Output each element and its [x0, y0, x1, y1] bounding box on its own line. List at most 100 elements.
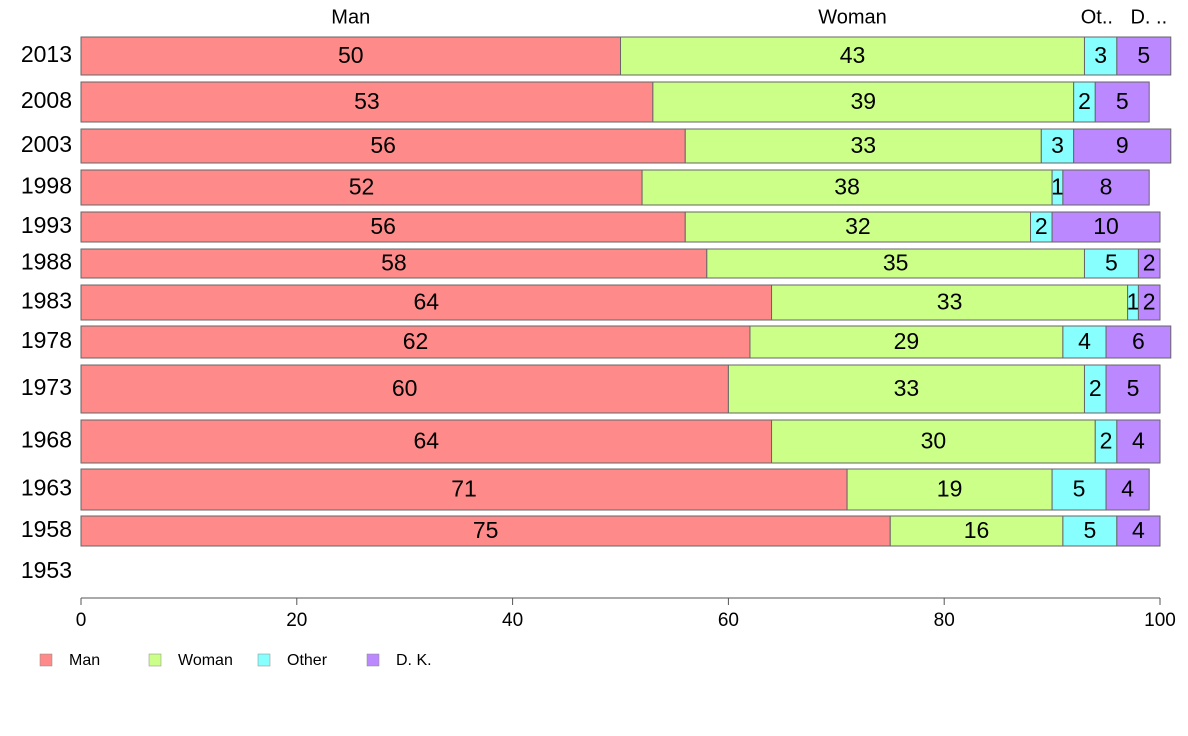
- value-label-2013-woman: 43: [840, 42, 866, 68]
- bar-1978-man: [80, 325, 751, 359]
- category-label-1973: 1973: [21, 374, 72, 400]
- value-label-2013-d-k-: 5: [1137, 42, 1150, 68]
- value-label-1958-man: 75: [473, 517, 499, 543]
- value-label-2003-d-k-: 9: [1116, 132, 1129, 158]
- top-label-1: Woman: [818, 6, 887, 28]
- category-label-1993: 1993: [21, 212, 72, 238]
- value-label-1998-woman: 38: [834, 174, 860, 200]
- x-tick-label-60: 60: [718, 610, 739, 631]
- legend-label-d-k-: D. K.: [396, 652, 432, 669]
- bar-1988-d-k-: [1137, 248, 1161, 279]
- value-label-1983-man: 64: [413, 289, 439, 315]
- value-label-2008-d-k-: 5: [1116, 88, 1129, 114]
- value-label-1963-d-k-: 4: [1121, 476, 1134, 502]
- category-label-2013: 2013: [21, 41, 72, 67]
- category-label-1978: 1978: [21, 327, 72, 353]
- value-label-1973-other: 2: [1089, 375, 1102, 401]
- value-label-1998-other: 1: [1051, 174, 1064, 200]
- legend-swatch-other: [257, 653, 271, 667]
- value-label-2003-woman: 33: [850, 132, 876, 158]
- value-label-1988-woman: 35: [883, 250, 909, 276]
- bar-1958-d-k-: [1116, 515, 1161, 547]
- bar-1973-woman: [727, 364, 1085, 414]
- category-label-1953: 1953: [21, 557, 72, 583]
- category-label-1963: 1963: [21, 475, 72, 501]
- x-tick-label-20: 20: [286, 610, 307, 631]
- value-label-1958-woman: 16: [964, 517, 990, 543]
- value-label-1973-d-k-: 5: [1127, 375, 1140, 401]
- bar-2008-d-k-: [1094, 81, 1150, 123]
- bar-2003-d-k-: [1073, 128, 1172, 164]
- value-label-2003-other: 3: [1051, 132, 1064, 158]
- legend-swatch-man: [39, 653, 53, 667]
- bar-1998-d-k-: [1062, 169, 1150, 206]
- bar-2003-woman: [684, 128, 1042, 164]
- bar-1963-man: [80, 468, 848, 511]
- value-label-1958-other: 5: [1083, 517, 1096, 543]
- value-label-1963-man: 71: [451, 476, 477, 502]
- legend-label-woman: Woman: [178, 652, 233, 669]
- value-label-1968-woman: 30: [921, 428, 947, 454]
- value-label-1968-d-k-: 4: [1132, 428, 1145, 454]
- value-label-1963-woman: 19: [937, 476, 963, 502]
- bar-1978-other: [1062, 325, 1107, 359]
- bar-1983-d-k-: [1137, 284, 1161, 321]
- value-label-1968-other: 2: [1100, 428, 1113, 454]
- bar-2013-woman: [620, 36, 1085, 76]
- category-label-2003: 2003: [21, 131, 72, 157]
- value-label-1993-woman: 32: [845, 213, 871, 239]
- top-label-2: Ot..: [1081, 6, 1113, 28]
- value-label-1978-man: 62: [403, 328, 429, 354]
- value-label-2008-woman: 39: [850, 88, 876, 114]
- value-label-1998-man: 52: [349, 174, 375, 200]
- top-label-0: Man: [331, 6, 370, 28]
- bar-2008-man: [80, 81, 654, 123]
- value-label-1988-man: 58: [381, 250, 407, 276]
- value-label-1978-other: 4: [1078, 328, 1091, 354]
- bar-1993-woman: [684, 211, 1032, 243]
- value-label-1973-woman: 33: [894, 375, 920, 401]
- bar-1973-d-k-: [1105, 364, 1161, 414]
- value-label-1993-other: 2: [1035, 213, 1048, 239]
- value-label-1963-other: 5: [1073, 476, 1086, 502]
- category-label-1968: 1968: [21, 427, 72, 453]
- x-tick-label-0: 0: [76, 610, 87, 631]
- legend-swatch-woman: [148, 653, 162, 667]
- bar-2003-man: [80, 128, 686, 164]
- bar-1958-other: [1062, 515, 1118, 547]
- bar-1988-man: [80, 248, 708, 279]
- bar-1998-woman: [641, 169, 1053, 206]
- value-label-1983-woman: 33: [937, 289, 963, 315]
- value-label-2013-man: 50: [338, 42, 364, 68]
- bar-1978-woman: [749, 325, 1064, 359]
- bar-1998-man: [80, 169, 643, 206]
- bar-1993-d-k-: [1051, 211, 1161, 243]
- x-tick-label-100: 100: [1144, 610, 1176, 631]
- value-label-2013-other: 3: [1094, 42, 1107, 68]
- category-label-2008: 2008: [21, 87, 72, 113]
- bar-1963-other: [1051, 468, 1107, 511]
- bar-1963-woman: [846, 468, 1053, 511]
- category-label-1983: 1983: [21, 288, 72, 314]
- bar-1958-man: [80, 515, 891, 547]
- value-label-2003-man: 56: [370, 132, 396, 158]
- value-label-1978-d-k-: 6: [1132, 328, 1145, 354]
- category-label-1958: 1958: [21, 516, 72, 542]
- bar-1988-woman: [706, 248, 1085, 279]
- bar-1978-d-k-: [1105, 325, 1172, 359]
- bar-2013-other: [1083, 36, 1118, 76]
- bar-1968-man: [80, 419, 773, 464]
- value-label-1993-man: 56: [370, 213, 396, 239]
- bar-2003-other: [1040, 128, 1075, 164]
- bar-1958-woman: [889, 515, 1064, 547]
- legend-label-man: Man: [69, 652, 100, 669]
- category-label-1998: 1998: [21, 173, 72, 199]
- value-label-2008-man: 53: [354, 88, 380, 114]
- value-label-1978-woman: 29: [894, 328, 920, 354]
- x-tick-label-80: 80: [934, 610, 955, 631]
- x-tick-label-40: 40: [502, 610, 523, 631]
- value-label-1988-other: 5: [1105, 250, 1118, 276]
- bar-2008-woman: [652, 81, 1075, 123]
- value-label-1988-d-k-: 2: [1143, 250, 1156, 276]
